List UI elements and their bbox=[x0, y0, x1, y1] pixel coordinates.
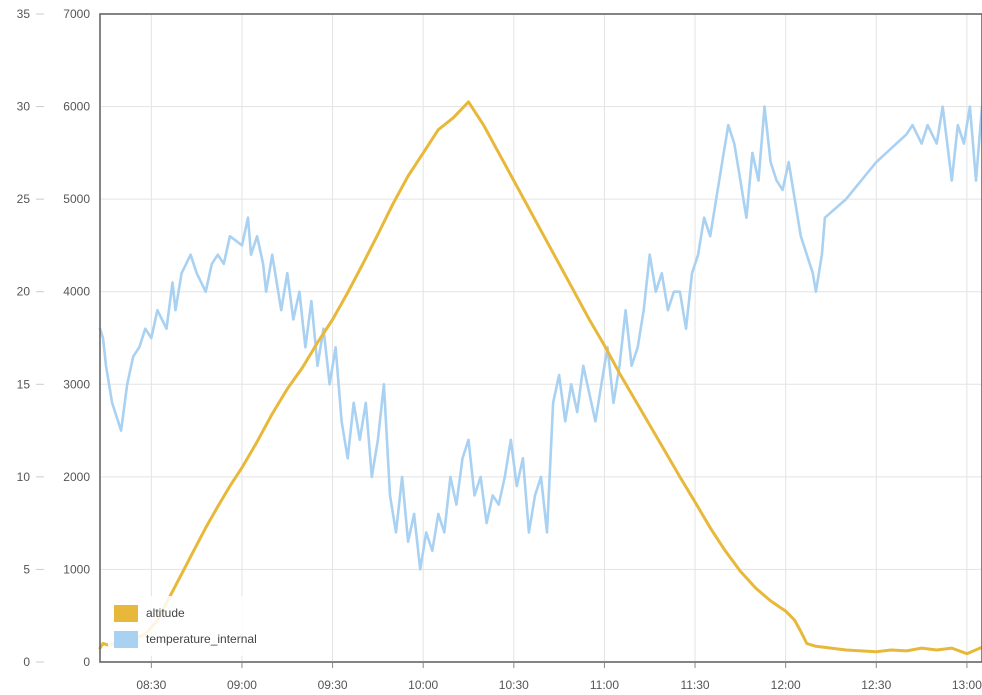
x-tick-label: 13:00 bbox=[952, 678, 982, 692]
y-left-tick-label: 35 bbox=[17, 7, 31, 21]
x-tick-label: 12:00 bbox=[771, 678, 801, 692]
legend-item-altitude[interactable]: altitude bbox=[114, 600, 257, 626]
y-left-tick-label: 15 bbox=[17, 377, 31, 391]
y-left-tick-label: 20 bbox=[17, 285, 31, 299]
y-right-tick-label: 5000 bbox=[63, 192, 90, 206]
y-left-tick-label: 10 bbox=[17, 470, 31, 484]
x-tick-label: 09:30 bbox=[318, 678, 348, 692]
y-right-tick-label: 4000 bbox=[63, 285, 90, 299]
y-left-tick-label: 5 bbox=[23, 562, 30, 576]
x-tick-label: 09:00 bbox=[227, 678, 257, 692]
y-right-tick-label: 3000 bbox=[63, 377, 90, 391]
x-tick-label: 10:30 bbox=[499, 678, 529, 692]
legend: altitude temperature_internal bbox=[108, 596, 263, 656]
x-tick-label: 08:30 bbox=[136, 678, 166, 692]
series-line-altitude bbox=[98, 100, 982, 656]
legend-item-temperature[interactable]: temperature_internal bbox=[114, 626, 257, 652]
y-right-tick-label: 1000 bbox=[63, 562, 90, 576]
series-lines bbox=[98, 100, 982, 656]
x-tick-label: 11:30 bbox=[680, 678, 709, 692]
y-left-tick-label: 30 bbox=[17, 100, 31, 114]
grid bbox=[100, 14, 982, 662]
y-right-tick-label: 2000 bbox=[63, 470, 90, 484]
y-right-tick-label: 0 bbox=[83, 655, 90, 669]
legend-swatch-altitude bbox=[114, 604, 138, 622]
legend-label-temperature: temperature_internal bbox=[146, 632, 257, 646]
legend-label-altitude: altitude bbox=[146, 606, 185, 620]
y-right-tick-label: 7000 bbox=[63, 7, 90, 21]
y-left-tick-label: 0 bbox=[23, 655, 30, 669]
legend-swatch-temperature bbox=[114, 630, 138, 648]
x-tick-label: 10:00 bbox=[408, 678, 438, 692]
axis-ticks: 0 5 10 15 20 25 30 35 0 1000 2000 3000 4000 5000 6000 7… bbox=[17, 7, 982, 692]
y-right-tick-label: 6000 bbox=[63, 100, 90, 114]
plot-frame bbox=[99, 13, 982, 663]
x-tick-label: 11:00 bbox=[590, 678, 619, 692]
y-left-tick-label: 25 bbox=[17, 192, 31, 206]
x-tick-label: 12:30 bbox=[861, 678, 891, 692]
series-line-temperature-internal bbox=[98, 105, 982, 571]
